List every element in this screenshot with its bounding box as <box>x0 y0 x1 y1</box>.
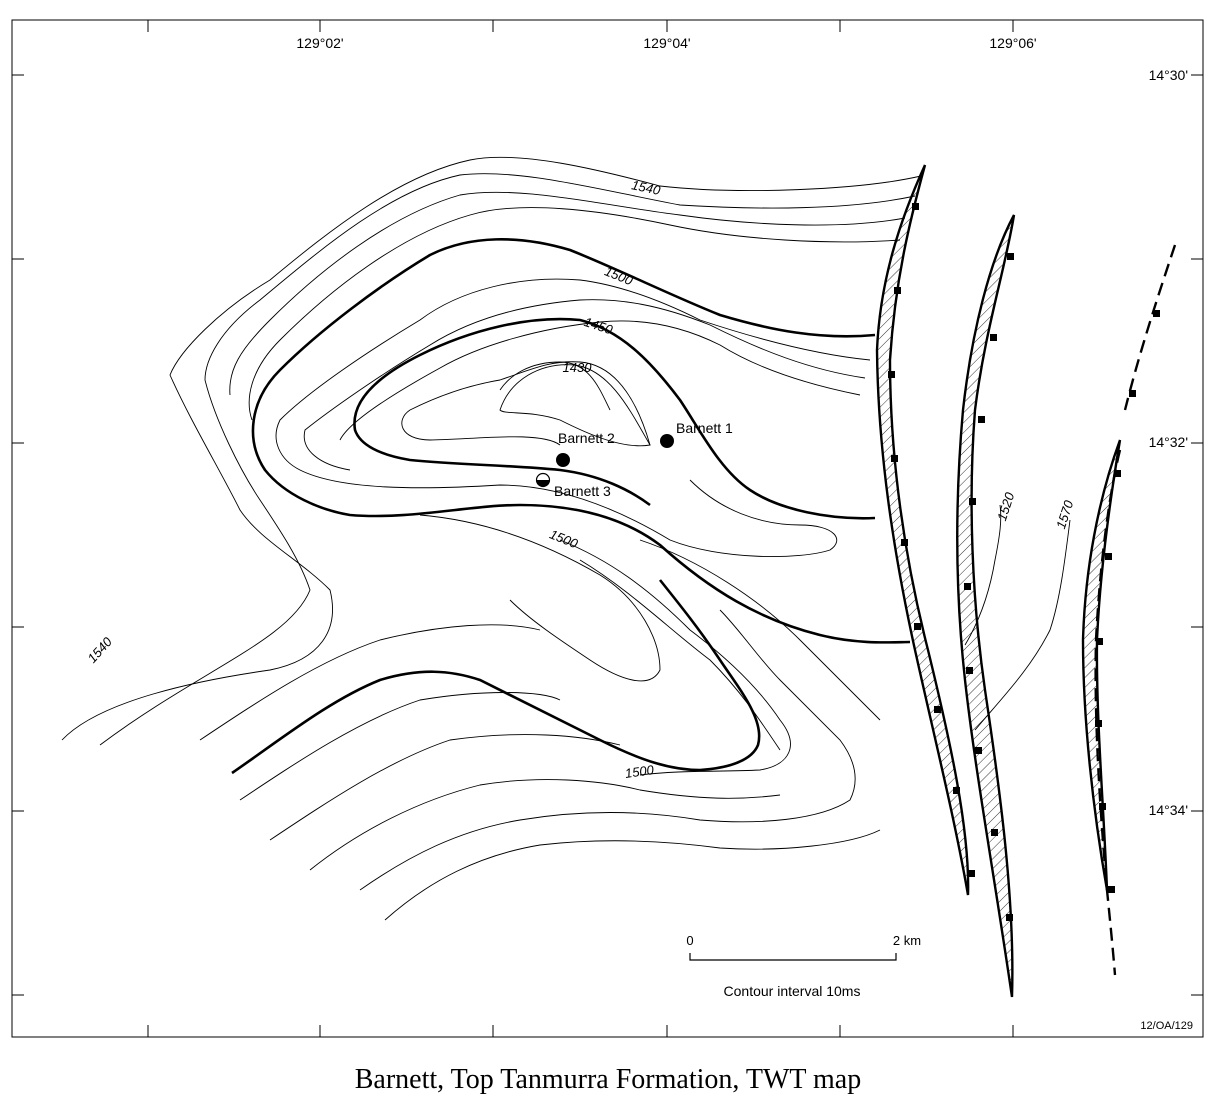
latitude-label-3: 14°34' <box>1149 802 1188 818</box>
map-caption: Barnett, Top Tanmurra Formation, TWT map <box>354 1064 862 1095</box>
well-label: Barnett 1 <box>676 420 733 436</box>
contour-label: 1450 <box>582 314 615 337</box>
well-barnett-1: Barnett 1 <box>660 420 733 448</box>
contour-label: 1430 <box>563 360 593 375</box>
well-barnett-2: Barnett 2 <box>556 430 615 467</box>
contour-label: 1570 <box>1053 498 1076 531</box>
twt-contour-map: 129°02' 129°04' 129°06' 14°30' 14°32' 14… <box>11 19 1204 1038</box>
contour-label: 1520 <box>994 490 1017 523</box>
bold-contours <box>231 238 911 775</box>
scale-bar-end: 2 km <box>893 933 921 948</box>
contour-label: 1500 <box>624 762 655 781</box>
well-symbol-filled <box>660 434 674 448</box>
latitude-label-1: 14°30' <box>1149 67 1188 83</box>
longitude-label-3: 129°06' <box>989 35 1036 51</box>
latitude-label-2: 14°32' <box>1149 434 1188 450</box>
map-frame <box>11 19 1204 1038</box>
contour-label: 1500 <box>547 526 580 551</box>
contour-interval-note: Contour interval 10ms <box>724 983 861 999</box>
fault-west <box>875 164 975 896</box>
fault-central <box>956 214 1016 998</box>
contour-label: 1540 <box>84 634 115 666</box>
longitude-label-2: 129°04' <box>643 35 690 51</box>
thin-contours <box>61 156 1071 921</box>
well-symbol-filled <box>556 453 570 467</box>
scale-bar-start: 0 <box>686 933 693 948</box>
scale-bar: 0 2 km <box>686 933 921 961</box>
frame-ticks <box>12 20 1203 1037</box>
contour-label: 1540 <box>630 177 662 198</box>
figure-code: 12/OA/129 <box>1140 1020 1193 1032</box>
longitude-label-1: 129°02' <box>296 35 343 51</box>
well-label: Barnett 3 <box>554 483 611 499</box>
well-barnett-3: Barnett 3 <box>535 472 611 499</box>
fault-east <box>1081 244 1177 976</box>
well-label: Barnett 2 <box>558 430 615 446</box>
